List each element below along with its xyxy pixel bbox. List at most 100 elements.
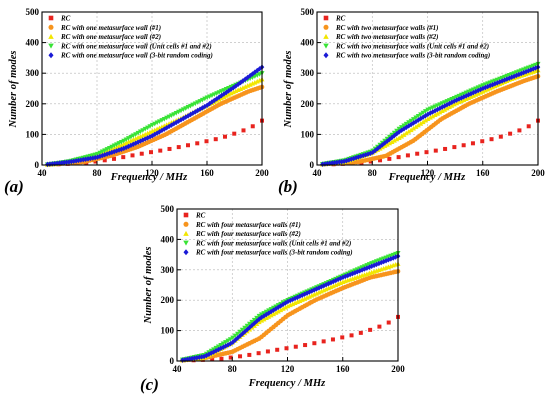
data-point — [442, 103, 447, 109]
legend-marker — [48, 24, 54, 30]
legend-entry: RC — [335, 15, 346, 23]
legend-entry: RC with two metasurface walls (Unit cell… — [335, 42, 489, 50]
data-point — [314, 286, 319, 292]
data-point — [202, 103, 208, 110]
data-point — [533, 65, 538, 71]
data-point — [223, 343, 228, 349]
x-tick-label: 120 — [421, 168, 435, 178]
data-point — [280, 301, 286, 308]
legend-entry: RC with four metasurface walls (3-bit ra… — [195, 249, 353, 257]
data-point — [239, 327, 245, 333]
legend-marker — [183, 221, 189, 227]
data-point — [420, 114, 426, 120]
data-point — [292, 295, 298, 302]
data-point — [228, 355, 233, 360]
data-point — [349, 333, 354, 338]
data-point — [218, 343, 224, 348]
data-point — [422, 109, 428, 114]
legend-entry: RC with one metasurface wall (#2) — [60, 33, 161, 41]
data-point — [401, 132, 407, 137]
data-point — [415, 122, 421, 128]
data-point — [223, 134, 227, 139]
data-point — [297, 293, 303, 300]
legend-marker — [183, 230, 189, 236]
x-tick-label: 160 — [476, 168, 490, 178]
data-point — [109, 149, 115, 156]
data-point — [422, 117, 428, 123]
y-tick-label: 500 — [26, 7, 40, 17]
data-point — [220, 341, 226, 347]
legend-entry: RC with one metasurface wall (Unit cells… — [60, 42, 212, 50]
data-point — [256, 313, 262, 319]
legend-marker — [183, 212, 189, 218]
data-point — [461, 94, 467, 100]
data-point — [523, 68, 529, 75]
series-4 — [44, 71, 265, 168]
data-point — [423, 113, 428, 119]
data-point — [387, 140, 393, 146]
data-point — [350, 270, 355, 277]
legend-entry: RC with one metasurface wall (#1) — [60, 24, 161, 32]
chart-panel-1: 40 80 120 160 200 0 100 200 300 400 500 Frequency /… — [4, 7, 269, 196]
data-point — [508, 131, 513, 136]
data-point — [516, 71, 522, 78]
data-point — [139, 151, 144, 156]
data-point — [178, 117, 184, 123]
y-axis-label: Number of modes — [143, 247, 154, 325]
data-point — [303, 343, 308, 348]
data-point — [478, 86, 483, 93]
panel-label: (a) — [4, 177, 24, 196]
y-tick-label: 300 — [301, 68, 315, 78]
data-point — [489, 137, 494, 142]
data-point — [396, 126, 402, 132]
data-point — [449, 103, 455, 108]
data-point — [166, 123, 172, 130]
legend-entry: RC — [195, 212, 206, 220]
legend-entry: RC with two metasurface walls (#2) — [335, 33, 438, 41]
data-point — [235, 81, 241, 88]
data-point — [201, 353, 207, 360]
data-point — [420, 110, 426, 116]
data-point — [268, 308, 274, 315]
legend-marker — [48, 52, 54, 59]
data-point — [167, 146, 172, 151]
data-point — [278, 307, 284, 313]
data-point — [299, 292, 305, 298]
data-point — [204, 102, 210, 108]
data-point — [247, 352, 252, 357]
data-point — [399, 133, 405, 139]
data-point — [227, 337, 233, 342]
data-point — [377, 144, 383, 150]
data-point — [216, 94, 222, 100]
data-point — [284, 346, 289, 351]
data-point — [424, 150, 429, 155]
data-point — [293, 344, 298, 349]
data-point — [413, 124, 419, 129]
data-point — [418, 112, 424, 117]
data-point — [173, 119, 179, 126]
legend-entry: RC — [60, 15, 71, 23]
data-point — [206, 351, 212, 358]
y-axis-label: Number of modes — [8, 51, 19, 129]
legend-marker — [183, 249, 189, 256]
data-point — [214, 96, 220, 102]
data-point — [233, 83, 239, 89]
data-point — [408, 118, 414, 124]
data-point — [251, 317, 257, 323]
x-tick-label: 80 — [368, 168, 378, 178]
data-point — [150, 132, 155, 139]
x-tick-label: 40 — [313, 168, 323, 178]
data-point — [406, 129, 412, 134]
data-point — [432, 112, 438, 118]
data-point — [218, 345, 224, 352]
data-point — [278, 303, 283, 309]
y-tick-label: 200 — [301, 99, 315, 109]
data-point — [256, 316, 262, 322]
data-point — [133, 140, 138, 146]
panel-label: (b) — [278, 177, 298, 196]
data-point — [249, 322, 255, 329]
data-point — [340, 274, 346, 281]
data-point — [228, 90, 234, 96]
